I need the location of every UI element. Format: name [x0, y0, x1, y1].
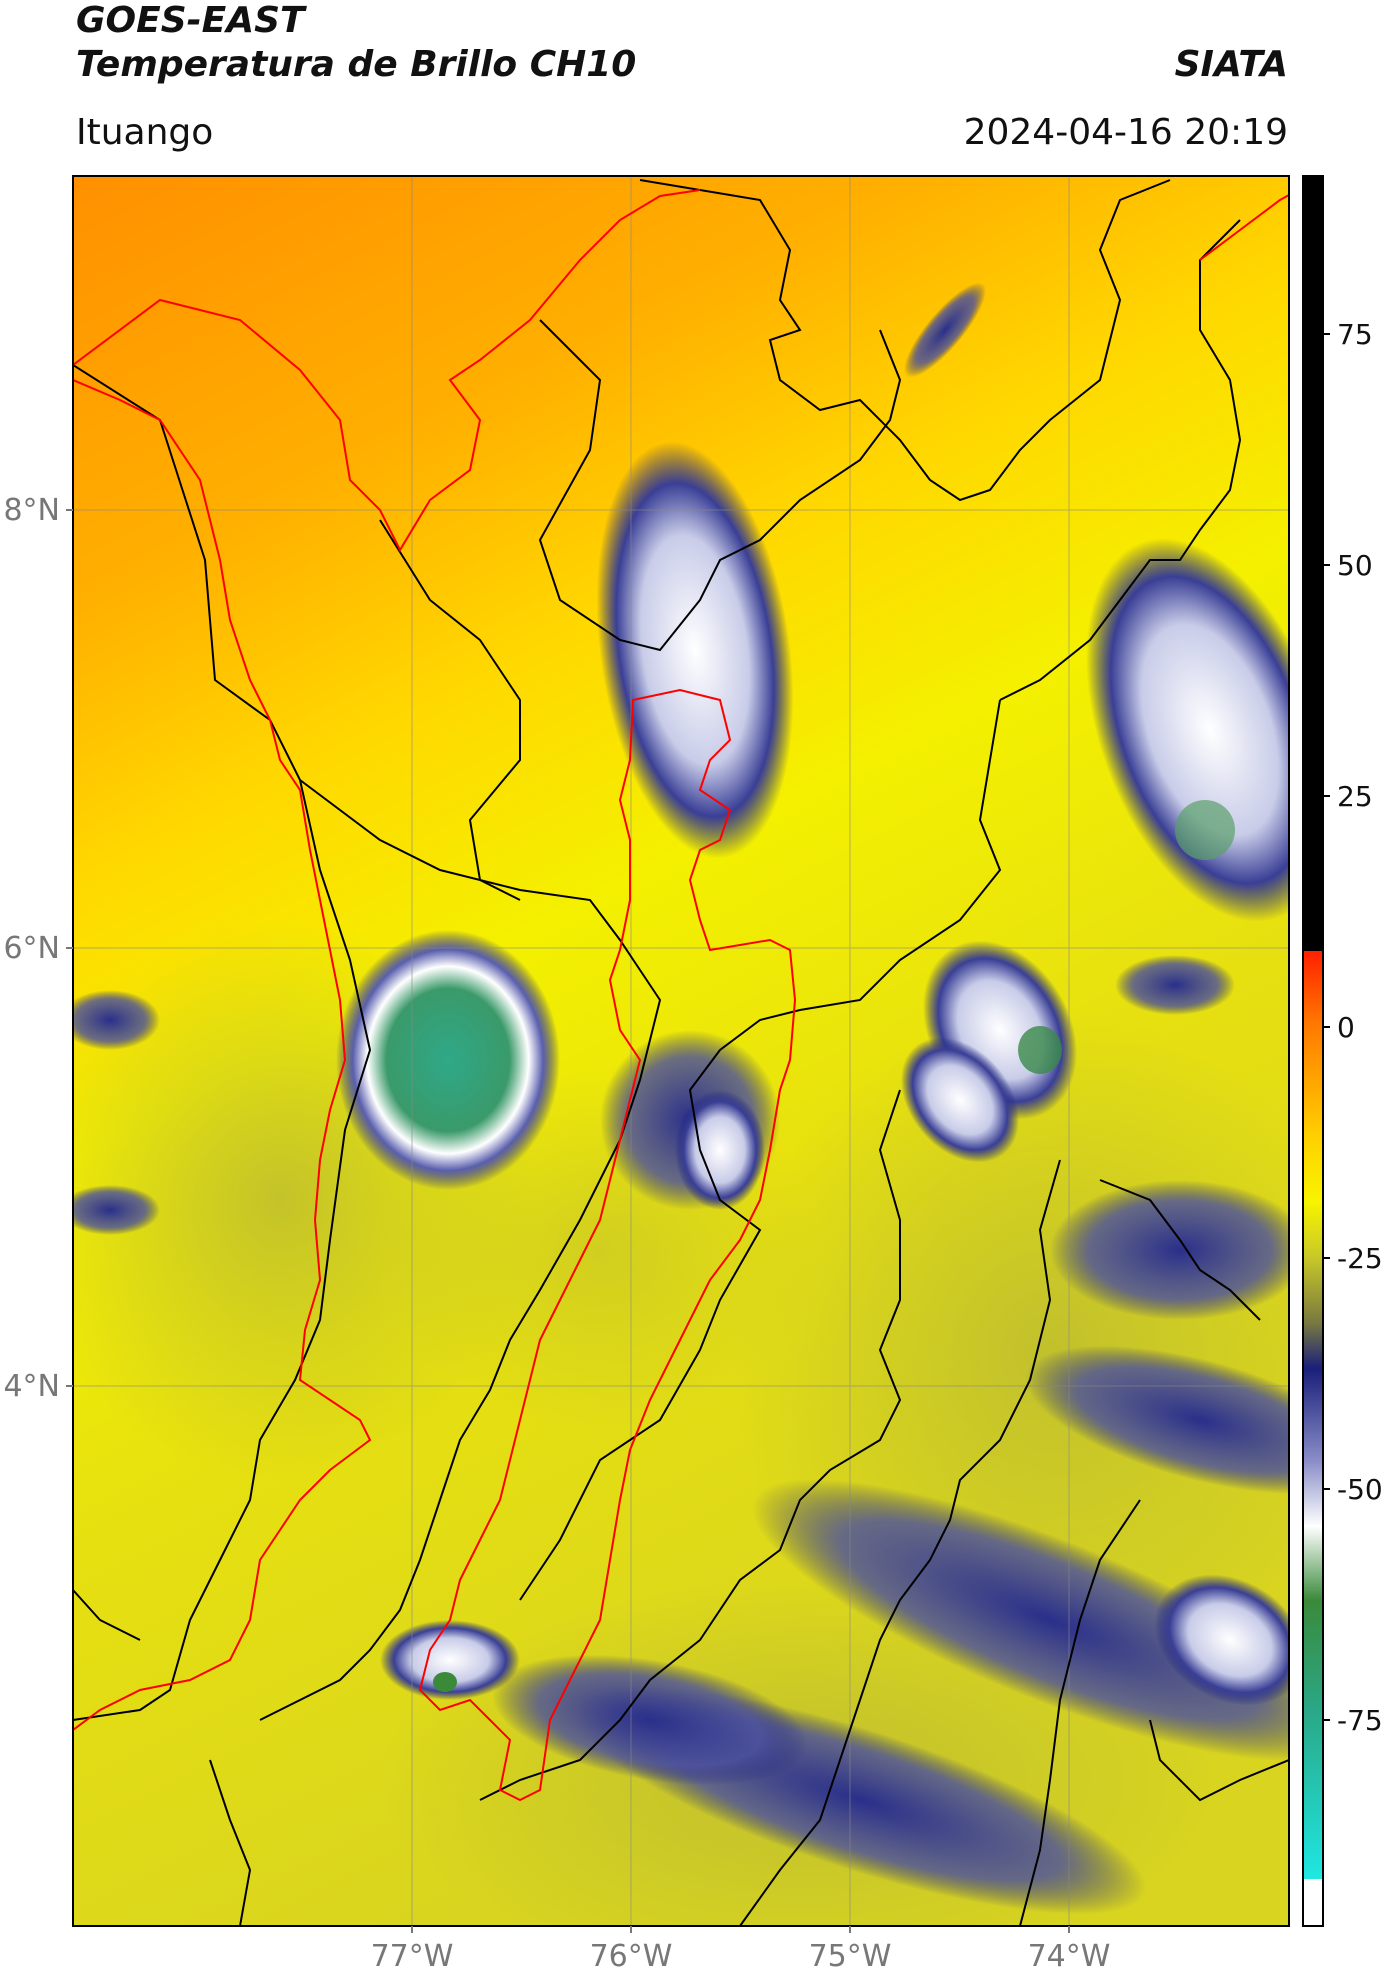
brand-label: SIATA: [1174, 44, 1288, 85]
highlight-boundaries: [73, 189, 1289, 1802]
colorbar-tick-25: 25: [1337, 780, 1373, 813]
lon-label-76w: 76°W: [590, 1939, 673, 1974]
colorbar-tick-75: 75: [1337, 318, 1373, 351]
colorbar-white-segment: [1303, 1879, 1323, 1926]
colorbar-tick-neg50: -50: [1337, 1473, 1383, 1506]
satellite-title: GOES-EAST: [76, 0, 305, 41]
colorbar-black-segment: [1303, 176, 1323, 951]
graticule: [73, 176, 1289, 1926]
colorbar-tick-50: 50: [1337, 549, 1373, 582]
storm-cell-west: [336, 930, 560, 1190]
colorbar: 75 50 25 0 -25 -50 -75: [1302, 175, 1383, 1927]
location-label: Ituango: [76, 112, 214, 153]
datetime-label: 2024-04-16 20:19: [963, 112, 1288, 153]
product-title: Temperatura de Brillo CH10: [76, 44, 637, 85]
colorbar-tick-neg75: -75: [1337, 1704, 1383, 1737]
lon-label-77w: 77°W: [371, 1939, 454, 1974]
lon-label-75w: 75°W: [809, 1939, 892, 1974]
lat-label-8n: 8°N: [3, 493, 60, 528]
colorbar-tick-neg25: -25: [1337, 1242, 1383, 1275]
department-boundaries: [73, 179, 1289, 1926]
lat-label-4n: 4°N: [3, 1369, 60, 1404]
colorbar-tick-0: 0: [1337, 1011, 1355, 1044]
map-area: [73, 176, 1289, 1926]
lon-label-74w: 74°W: [1028, 1939, 1111, 1974]
lat-label-6n: 6°N: [3, 931, 60, 966]
colorbar-gradient: [1303, 951, 1323, 1879]
map-frame: [72, 175, 1290, 1927]
